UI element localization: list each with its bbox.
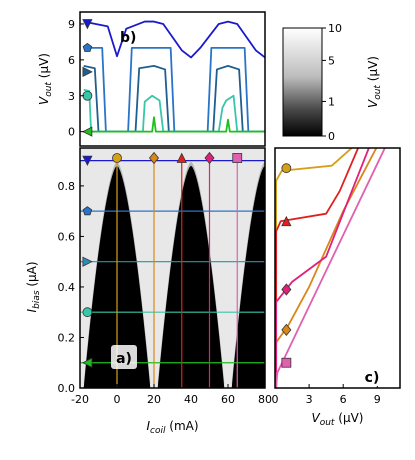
superconducting-lobe — [157, 161, 225, 388]
y-axis-label-subscript: bias — [32, 290, 42, 309]
x-tick-label: 0 — [114, 393, 121, 406]
colorbar-gradient — [282, 27, 323, 137]
horizontal-cut-marker — [82, 357, 93, 368]
y-tick-label: 0.0 — [58, 382, 76, 395]
voltage-trace — [83, 116, 265, 133]
iv-curve-marker — [281, 163, 292, 174]
y-axis-label-subscript: out — [44, 82, 54, 97]
panel-c-label-box — [359, 366, 385, 386]
vertical-cut-marker — [112, 153, 122, 163]
iv-curve — [275, 148, 360, 388]
x-tick-label: 3 — [306, 393, 313, 406]
x-axis-label-subscript: out — [320, 418, 335, 428]
panel-b-label: b) — [120, 30, 136, 46]
y-tick-label: 9 — [68, 18, 75, 31]
iv-curve — [275, 148, 370, 388]
vertical-cut-marker — [204, 151, 215, 165]
panel-a-plot — [80, 148, 265, 388]
x-axis-label-symbol: I — [146, 419, 150, 433]
horizontal-cut-marker — [82, 307, 93, 318]
x-tick-label: 60 — [221, 393, 235, 406]
colorbar-label-subscript: out — [373, 85, 383, 100]
colorbar-label-symbol: V — [366, 99, 380, 108]
colorbar-tick-label: 0 — [328, 130, 335, 143]
trace-marker — [82, 126, 93, 137]
panel-a-frame — [79, 147, 266, 389]
x-axis-label-subscript: coil — [150, 426, 166, 436]
y-tick-label: 0.4 — [58, 281, 76, 294]
vertical-cut-marker — [176, 152, 187, 163]
voltage-trace — [83, 20, 265, 59]
superconducting-lobe — [231, 161, 265, 388]
iv-curve-marker — [281, 283, 292, 296]
x-tick-label: 9 — [374, 393, 381, 406]
x-tick-label: -20 — [71, 393, 89, 406]
iv-curve-marker — [281, 357, 292, 368]
panel-c-plot — [275, 148, 386, 388]
horizontal-cut-marker — [82, 155, 93, 167]
y-axis-label: Ibias (μA) — [25, 261, 42, 312]
y-tick-label: 0.2 — [58, 331, 76, 344]
colorbar-label: Vout (μV) — [366, 56, 383, 108]
panel-b-frame — [79, 11, 266, 147]
panel-c-frame — [274, 147, 401, 389]
lobe-core — [231, 165, 265, 388]
x-tick-label: 80 — [258, 393, 272, 406]
trace-marker — [82, 90, 93, 101]
x-tick-label: 40 — [184, 393, 198, 406]
panel-a-label: a) — [116, 351, 132, 367]
horizontal-cut-marker — [82, 206, 93, 216]
y-axis-label-symbol: I — [25, 308, 39, 312]
iv-curve-marker — [281, 215, 292, 227]
y-tick-label: 0.6 — [58, 230, 76, 243]
y-axis-label: Vout (μV) — [37, 53, 54, 105]
y-axis-label-unit: (μA) — [25, 261, 39, 290]
vertical-cut-marker — [232, 153, 243, 163]
y-axis-label-symbol: V — [37, 96, 51, 105]
panel-b: 0 3 6 9 Vout (μV) b) — [37, 11, 266, 147]
y-axis-label-unit: (μV) — [37, 53, 51, 82]
y-tick-label: 0.8 — [58, 180, 76, 193]
y-tick-label: 0 — [68, 126, 75, 139]
trace-marker — [82, 66, 93, 77]
lobe-core — [157, 165, 225, 388]
colorbar-tick-label: 5 — [328, 54, 335, 67]
x-axis-label: Vout (μV) — [312, 411, 364, 428]
x-axis-label-symbol: V — [312, 411, 321, 425]
x-tick-label: 6 — [340, 393, 347, 406]
colorbar-tick-label: 10 — [328, 22, 342, 35]
iv-curve-marker — [281, 323, 292, 337]
x-axis-label-unit: (μV) — [334, 411, 363, 425]
iv-curve — [275, 148, 386, 388]
horizontal-cut-marker — [82, 256, 93, 267]
vertical-cut-marker — [148, 151, 160, 165]
x-axis-label: Icoil (mA) — [146, 419, 198, 436]
panel-a-label-box — [111, 345, 137, 369]
y-tick-label: 3 — [68, 90, 75, 103]
panel-b-plot — [83, 20, 265, 133]
iv-curve — [275, 148, 354, 388]
trace-marker — [82, 42, 93, 52]
x-axis-label-unit: (mA) — [165, 419, 198, 433]
panel-c-label: c) — [365, 370, 380, 386]
colorbar-tick-label: 1 — [328, 95, 335, 108]
y-tick-label: 6 — [68, 54, 75, 67]
colorbar-label-unit: (μV) — [366, 56, 380, 85]
panel-c: 0 3 6 9 Vout (μV) c) — [272, 147, 401, 428]
x-tick-label: 20 — [147, 393, 161, 406]
trace-marker — [82, 19, 93, 30]
x-tick-label: 0 — [272, 393, 279, 406]
